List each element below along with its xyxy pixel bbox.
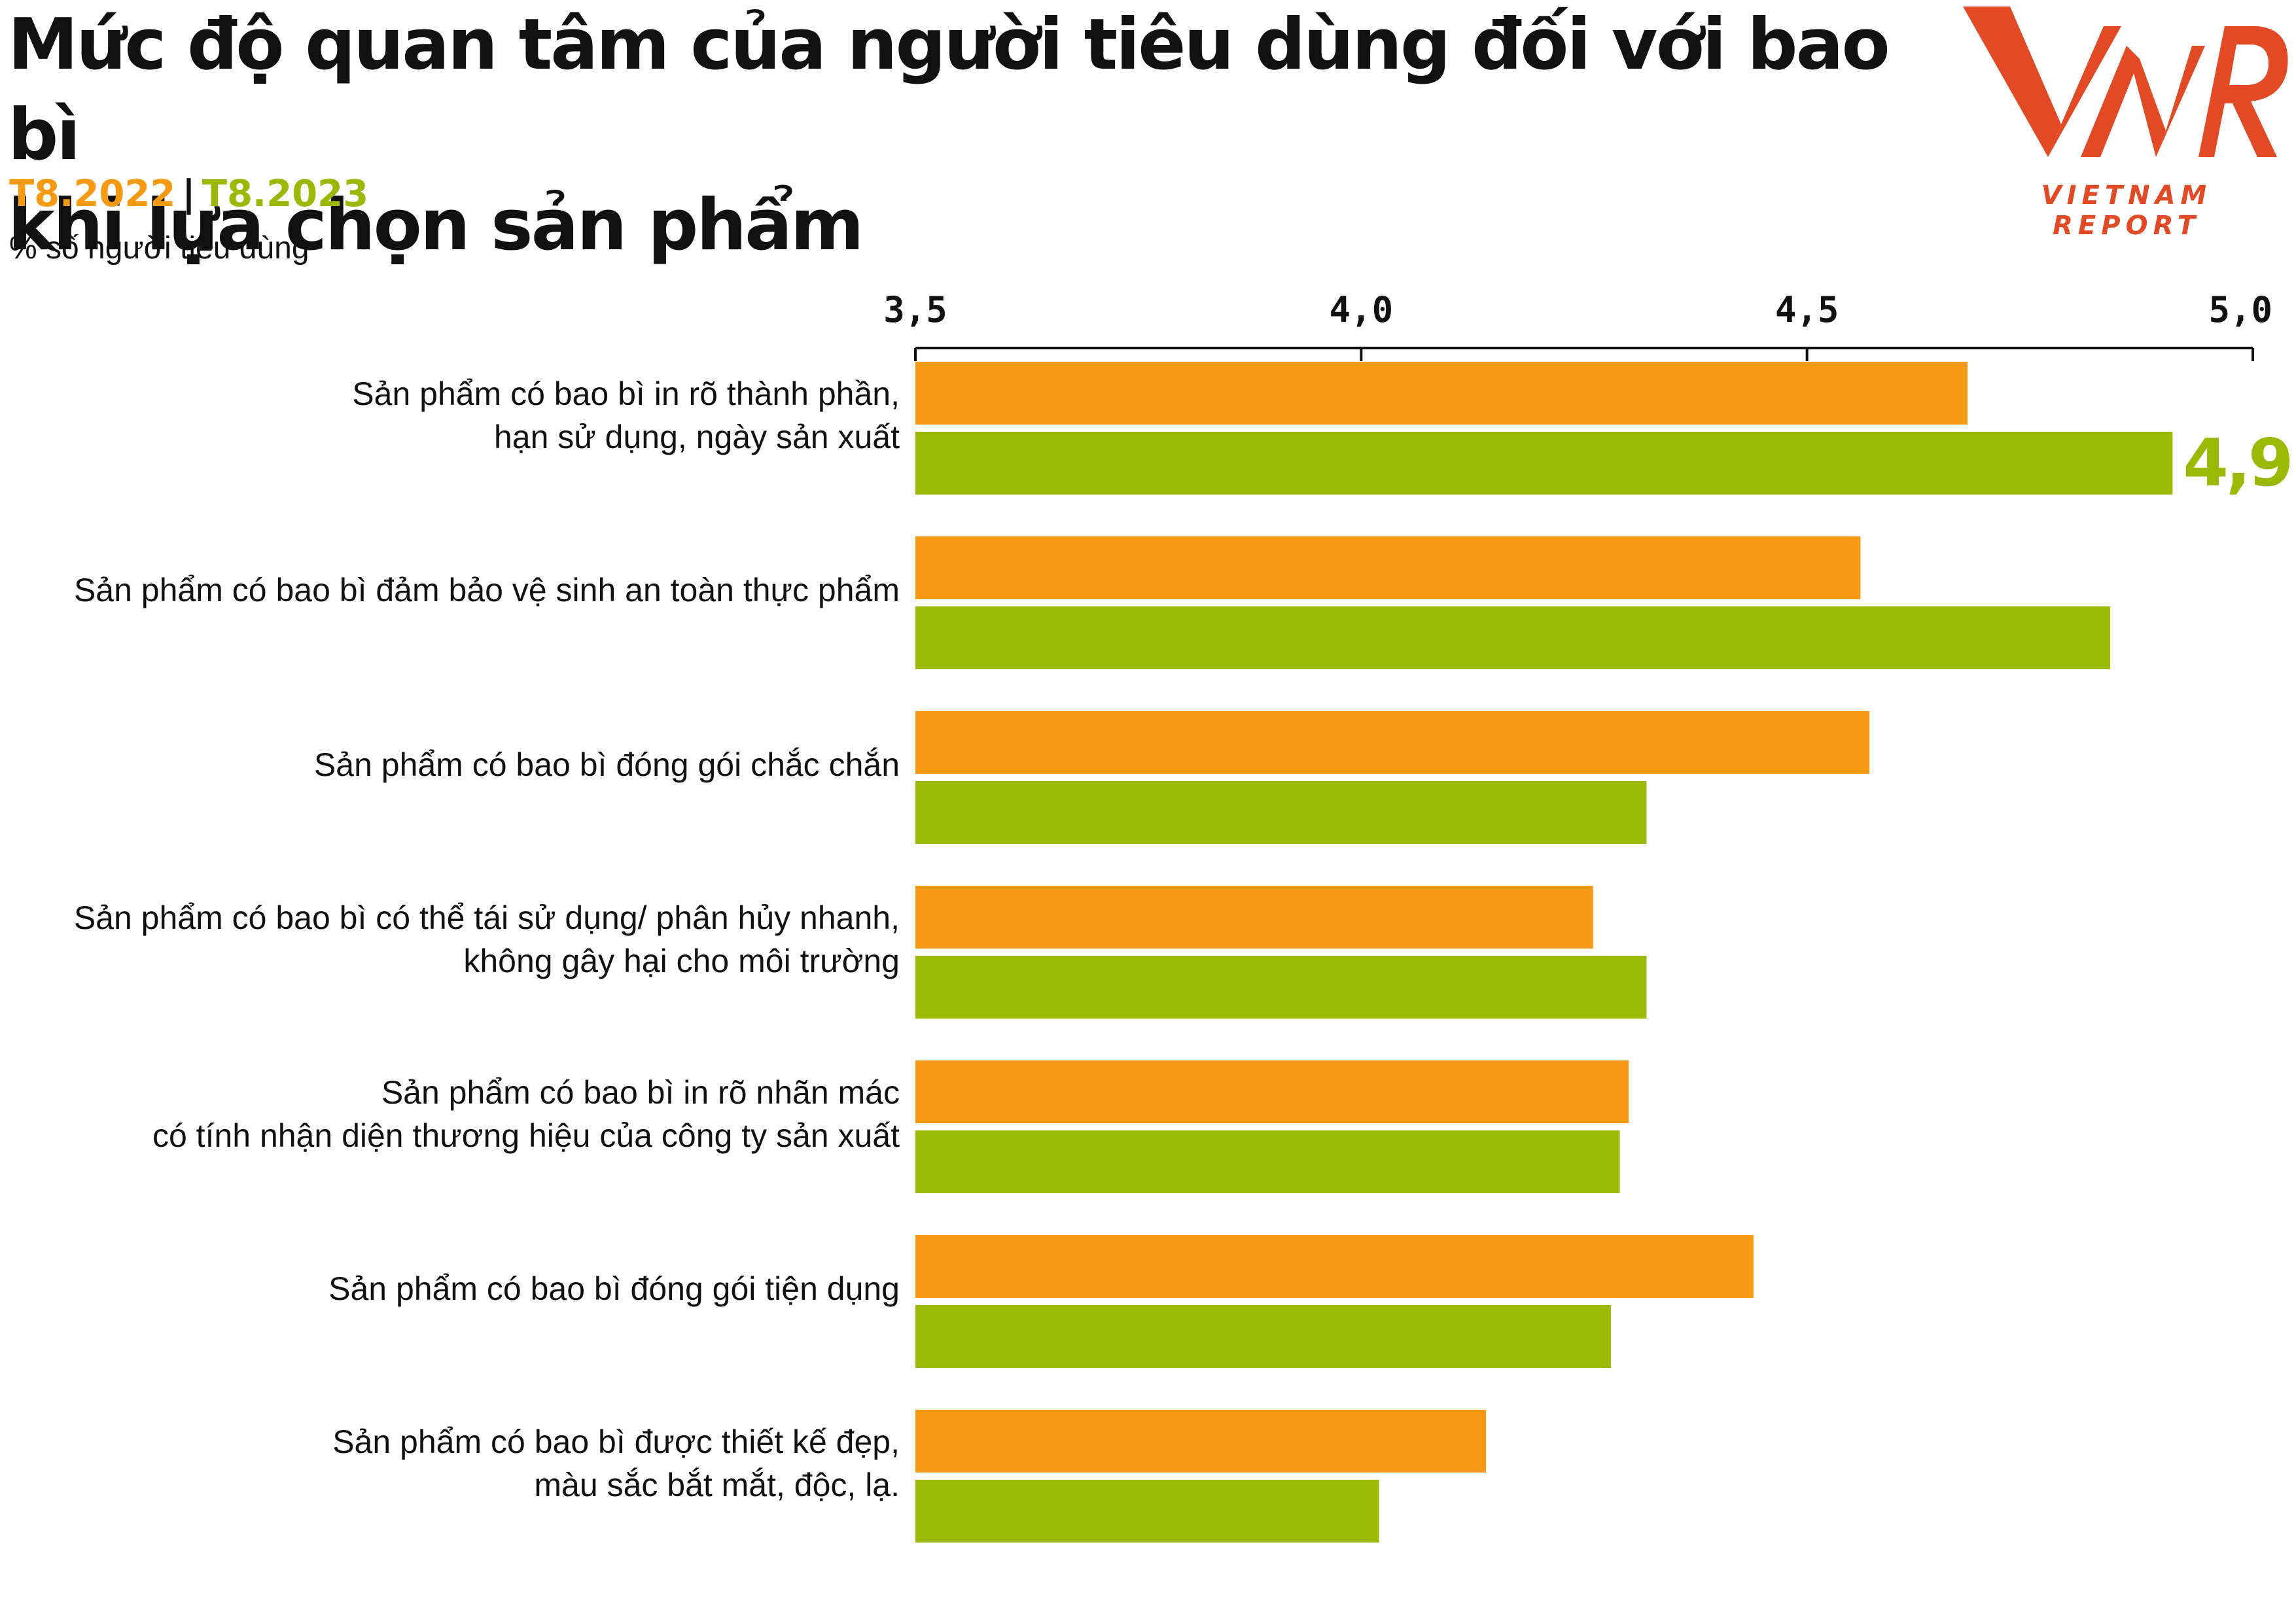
bar-t8-2022: [915, 1060, 1629, 1123]
bar-t8-2022: [915, 362, 1968, 425]
category-label-line: Sản phẩm có bao bì có thể tái sử dụng/ p…: [73, 899, 900, 936]
legend-separator: |: [182, 173, 196, 215]
bar-t8-2023: [915, 781, 1647, 844]
category-label-line: màu sắc bắt mắt, độc, lạ.: [534, 1466, 900, 1503]
bar-t8-2022: [915, 886, 1593, 949]
bar-t8-2023: [915, 432, 2173, 495]
bar-t8-2023: [915, 1130, 1620, 1193]
category-label-line: Sản phẩm có bao bì đóng gói tiện dụng: [328, 1270, 900, 1307]
category-label: Sản phẩm có bao bì in rõ thành phần, hạn …: [7, 372, 900, 459]
category-label-line: không gây hại cho môi trường: [463, 942, 900, 979]
chart-title-line-1: Mức độ quan tâm của người tiêu dùng đối …: [8, 4, 1890, 176]
x-axis-tick-label: 4,5: [1775, 289, 1839, 330]
category-label: Sản phẩm có bao bì đóng gói tiện dụng: [7, 1267, 900, 1310]
unit-label: % số người tiêu dùng: [9, 231, 309, 266]
category-label-line: Sản phẩm có bao bì được thiết kế đẹp,: [332, 1423, 900, 1460]
category-label-line: Sản phẩm có bao bì đóng gói chắc chắn: [313, 746, 900, 783]
category-label: Sản phẩm có bao bì được thiết kế đẹp, màu…: [7, 1420, 900, 1507]
category-label: Sản phẩm có bao bì có thể tái sử dụng/ p…: [7, 896, 900, 983]
category-label-line: Sản phẩm có bao bì đảm bảo vệ sinh an to…: [73, 571, 900, 608]
bar-t8-2022: [915, 711, 1870, 774]
x-axis-tick-label: 3,5: [883, 289, 947, 330]
x-axis-tick-label: 4,0: [1330, 289, 1394, 330]
category-label-line: Sản phẩm có bao bì in rõ nhãn mác: [381, 1073, 900, 1111]
bar-t8-2022: [915, 536, 1861, 599]
legend: T8.2022 | T8.2023: [9, 171, 368, 217]
vietnam-report-wordmark: VIETNAM REPORT: [2041, 181, 2212, 241]
chart-title: Mức độ quan tâm của người tiêu dùng đối …: [8, 0, 1958, 271]
chart-title-line-2: khi lựa chọn sản phẩm: [8, 184, 864, 266]
category-label-line: hạn sử dụng, ngày sản xuất: [493, 418, 900, 455]
data-label: 4,91: [2183, 425, 2296, 501]
x-axis-tick-label: 5,0: [2208, 289, 2272, 330]
category-label: Sản phẩm có bao bì đảm bảo vệ sinh an to…: [7, 568, 900, 612]
bar-t8-2023: [915, 1305, 1611, 1368]
bar-t8-2023: [915, 606, 2110, 669]
category-label-line: Sản phẩm có bao bì in rõ thành phần,: [352, 375, 900, 412]
category-label-line: có tính nhận diện thương hiệu của công t…: [152, 1117, 900, 1154]
vnr-logo-mark-icon: [1963, 7, 2288, 157]
category-label: Sản phẩm có bao bì đóng gói chắc chắn: [7, 743, 900, 786]
legend-entry-2022: T8.2022: [9, 173, 176, 215]
bar-t8-2022: [915, 1235, 1754, 1298]
bar-t8-2022: [915, 1410, 1487, 1473]
bar-t8-2023: [915, 956, 1647, 1019]
category-label: Sản phẩm có bao bì in rõ nhãn mác có tính…: [7, 1071, 900, 1157]
bar-t8-2023: [915, 1480, 1379, 1543]
legend-entry-2023: T8.2023: [202, 173, 369, 215]
vietnam-report-logo: [1950, 0, 2296, 216]
